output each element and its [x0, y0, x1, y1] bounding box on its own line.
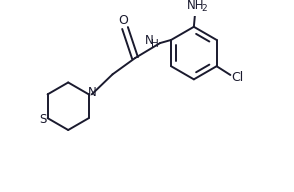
Text: H: H	[151, 39, 158, 49]
Text: O: O	[118, 14, 128, 27]
Text: N: N	[87, 86, 96, 99]
Text: S: S	[39, 113, 47, 126]
Text: 2: 2	[202, 4, 208, 13]
Text: N: N	[144, 34, 153, 47]
Text: NH: NH	[187, 0, 205, 12]
Text: Cl: Cl	[231, 71, 243, 84]
